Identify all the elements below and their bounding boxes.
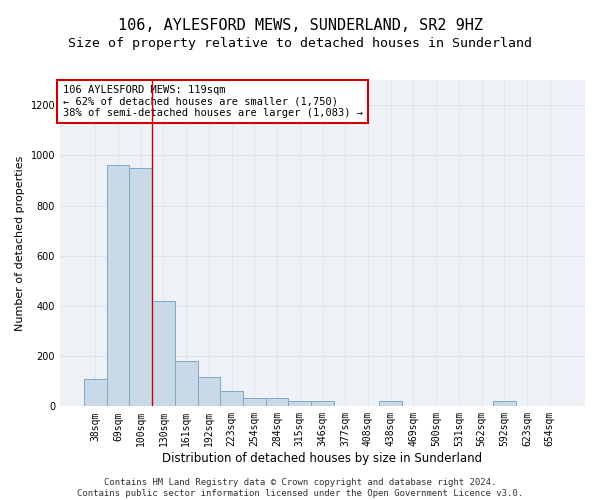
Bar <box>152 301 175 406</box>
Text: 106, AYLESFORD MEWS, SUNDERLAND, SR2 9HZ: 106, AYLESFORD MEWS, SUNDERLAND, SR2 9HZ <box>118 18 482 32</box>
Y-axis label: Number of detached properties: Number of detached properties <box>15 156 25 331</box>
Bar <box>130 168 152 406</box>
Bar <box>197 378 220 406</box>
Bar <box>311 402 334 406</box>
X-axis label: Distribution of detached houses by size in Sunderland: Distribution of detached houses by size … <box>163 452 482 465</box>
Text: 106 AYLESFORD MEWS: 119sqm
← 62% of detached houses are smaller (1,750)
38% of s: 106 AYLESFORD MEWS: 119sqm ← 62% of deta… <box>62 85 362 118</box>
Bar <box>243 398 266 406</box>
Bar <box>266 398 289 406</box>
Bar <box>379 402 402 406</box>
Bar <box>493 402 515 406</box>
Text: Size of property relative to detached houses in Sunderland: Size of property relative to detached ho… <box>68 38 532 51</box>
Bar <box>84 378 107 406</box>
Bar <box>220 392 243 406</box>
Bar <box>175 361 197 406</box>
Bar <box>107 166 130 406</box>
Text: Contains HM Land Registry data © Crown copyright and database right 2024.
Contai: Contains HM Land Registry data © Crown c… <box>77 478 523 498</box>
Bar <box>289 402 311 406</box>
